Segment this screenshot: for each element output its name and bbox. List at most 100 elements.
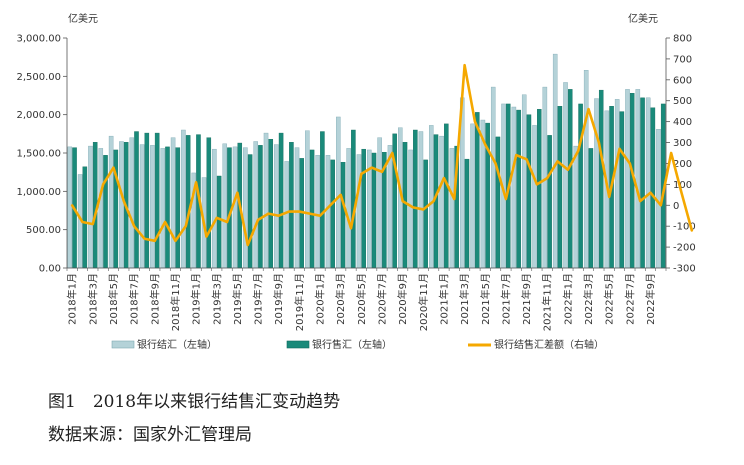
bar-sale	[588, 148, 594, 269]
left-tick-label: 3,000.00	[16, 34, 61, 45]
x-tick-label: 2020年11月	[417, 273, 430, 331]
bar-sale	[598, 89, 604, 269]
bar-settlement	[449, 148, 455, 269]
bar-settlement	[387, 145, 393, 269]
bar-settlement	[222, 143, 227, 269]
bar-sale	[516, 109, 521, 269]
x-tick-label: 2018年5月	[107, 273, 120, 325]
bar-sale	[175, 147, 181, 269]
bars-layer	[67, 53, 666, 269]
bar-sale	[82, 166, 88, 269]
right-tick-label: 700	[673, 54, 692, 65]
legend-swatch-sale	[286, 340, 310, 349]
bar-sale	[444, 123, 449, 269]
bar-sale	[526, 114, 532, 269]
bar-settlement	[428, 125, 434, 269]
bar-settlement	[139, 144, 145, 269]
bar-sale	[206, 137, 212, 269]
bar-sale	[413, 129, 418, 269]
bar-sale	[268, 138, 274, 269]
bar-sale	[361, 148, 366, 269]
bar-sale	[216, 175, 222, 269]
bar-settlement	[532, 125, 537, 269]
bar-sale	[464, 158, 470, 269]
axes-layer: 0.00 500.00 1,000.00 1,500.00 2,000.00 2,500.…	[16, 34, 695, 332]
fx-chart: 亿美元 亿美元 0.00 500.00 1,000.00 1,500.00 2,000.…	[16, 12, 695, 351]
x-tick-label: 2020年9月	[396, 273, 409, 325]
bar-settlement	[625, 89, 630, 269]
bar-sale	[351, 129, 356, 269]
bar-sale	[309, 149, 315, 269]
right-tick-label: -200	[673, 243, 696, 254]
x-tick-label: 2021年5月	[479, 273, 492, 325]
bar-settlement	[160, 148, 166, 269]
bar-settlement	[563, 82, 568, 269]
bar-settlement	[274, 144, 279, 269]
x-tick-label: 2018年9月	[148, 273, 161, 325]
bar-settlement	[490, 86, 496, 269]
bar-sale	[423, 159, 428, 269]
legend-label-sale: 银行售汇（左轴）	[312, 338, 392, 351]
x-tick-label: 2019年9月	[272, 273, 285, 325]
left-tick-label: 2,000.00	[16, 110, 61, 121]
bar-settlement	[150, 145, 155, 269]
x-tick-label: 2019年5月	[231, 273, 244, 325]
left-axis-unit: 亿美元	[68, 12, 98, 25]
x-tick-label: 2018年11月	[169, 273, 182, 331]
left-tick-label: 0.00	[39, 264, 61, 275]
bar-settlement	[594, 98, 599, 269]
left-tick-label: 1,500.00	[16, 149, 61, 160]
bar-settlement	[573, 145, 579, 269]
bar-sale	[103, 155, 108, 269]
bar-sale	[537, 109, 542, 269]
bar-sale	[289, 142, 294, 269]
bar-sale	[134, 131, 139, 269]
bar-settlement	[521, 94, 527, 269]
bar-settlement	[635, 89, 641, 269]
bar-settlement	[67, 146, 73, 269]
balance-line	[70, 63, 694, 247]
bar-sale	[320, 131, 325, 269]
bar-sale	[340, 161, 346, 269]
bar-settlement	[439, 135, 444, 269]
bar-sale	[165, 146, 170, 269]
x-tick-label: 2021年11月	[541, 273, 554, 331]
bar-settlement	[98, 148, 104, 269]
bar-sale	[547, 135, 552, 269]
x-tick-label: 2018年1月	[66, 273, 79, 325]
legend: 银行结汇（左轴） 银行售汇（左轴） 银行结售汇差额（右轴）	[111, 338, 604, 351]
legend-label-settlement: 银行结汇（左轴）	[137, 338, 217, 351]
bar-settlement	[583, 69, 589, 269]
bar-settlement	[336, 116, 341, 269]
x-tick-label: 2021年9月	[520, 273, 533, 325]
bar-sale	[258, 145, 263, 269]
bar-settlement	[181, 129, 186, 269]
bar-settlement	[418, 131, 424, 269]
bar-settlement	[645, 97, 651, 269]
x-tick-label: 2019年1月	[190, 273, 203, 325]
bar-settlement	[284, 161, 289, 269]
x-tick-label: 2021年1月	[437, 273, 450, 325]
legend-swatch-settlement	[111, 340, 135, 349]
bar-settlement	[119, 141, 124, 269]
bar-sale	[640, 97, 645, 269]
left-tick-label: 1,000.00	[16, 187, 61, 198]
bar-sale	[619, 111, 625, 269]
right-tick-label: -300	[673, 264, 696, 275]
bar-settlement	[170, 137, 176, 269]
bar-sale	[567, 89, 573, 269]
bar-sale	[578, 103, 583, 269]
x-tick-label: 2022年1月	[561, 273, 574, 325]
right-tick-label: 800	[673, 34, 692, 45]
x-tick-label: 2019年3月	[210, 273, 223, 325]
bar-settlement	[470, 123, 475, 269]
left-tick-label: 500.00	[26, 225, 61, 236]
bar-settlement	[212, 148, 217, 269]
x-tick-label: 2018年7月	[128, 273, 141, 325]
bar-settlement	[305, 130, 310, 269]
bar-sale	[495, 136, 501, 269]
bar-settlement	[253, 141, 258, 269]
right-tick-label: 500	[673, 96, 692, 107]
x-tick-label: 2022年7月	[623, 273, 636, 325]
x-tick-label: 2021年7月	[499, 273, 512, 325]
